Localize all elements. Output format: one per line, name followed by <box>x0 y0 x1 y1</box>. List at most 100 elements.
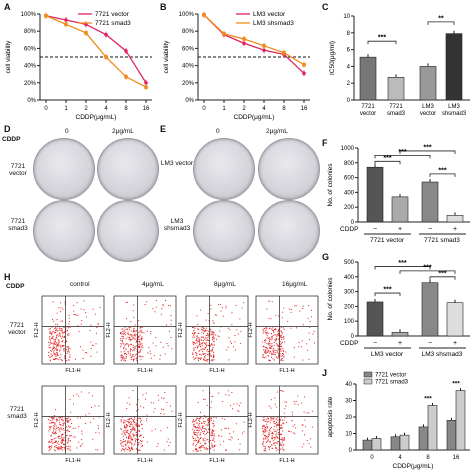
flow-dot <box>225 305 227 307</box>
flow-dot <box>269 422 271 424</box>
y-tick-label: 300 <box>344 290 355 296</box>
flow-dot <box>167 427 169 429</box>
flow-dot <box>171 410 173 412</box>
flow-dot <box>55 330 57 332</box>
flow-dot <box>127 441 129 443</box>
flow-dot <box>127 425 129 427</box>
flow-dot <box>166 441 168 443</box>
flow-dot <box>214 445 216 447</box>
flow-dot <box>140 330 142 332</box>
flow-dot <box>278 357 280 359</box>
flow-dot <box>57 353 59 355</box>
flow-dot <box>67 351 69 353</box>
flow-dot <box>132 350 134 352</box>
flow-dot <box>123 330 125 332</box>
flow-dot <box>140 440 142 442</box>
flow-dot <box>280 448 282 450</box>
y-tick-label: 600 <box>344 176 355 182</box>
significance-label: *** <box>452 381 460 388</box>
flow-dot <box>78 395 80 397</box>
flow-dot <box>144 304 146 306</box>
flow-dot <box>211 332 213 334</box>
flow-dot <box>126 424 128 426</box>
flow-dot <box>136 448 138 450</box>
flow-dot <box>67 346 69 348</box>
flow-dot <box>138 337 140 339</box>
flow-dot <box>68 314 70 316</box>
flow-dot <box>74 427 76 429</box>
legend-swatch <box>363 371 373 378</box>
flow-dot <box>209 328 211 330</box>
flow-dot <box>80 323 82 325</box>
flow-dot <box>134 338 136 340</box>
flow-dot <box>124 331 126 333</box>
flow-dot <box>308 443 310 445</box>
flow-dot <box>270 351 272 353</box>
flow-dot <box>193 349 195 351</box>
flow-dot <box>277 344 279 346</box>
flow-dot <box>55 441 57 443</box>
flow-dot <box>193 430 195 432</box>
flow-dot <box>57 427 59 429</box>
flow-dot <box>50 417 52 419</box>
flow-dot <box>134 330 136 332</box>
flow-dot <box>202 340 204 342</box>
flow-dot <box>271 328 273 330</box>
flow-dot <box>197 427 199 429</box>
flow-dot <box>202 329 204 331</box>
flow-dot <box>202 342 204 344</box>
flow-dot <box>199 446 201 448</box>
flow-dot <box>271 436 273 438</box>
flow-dot <box>306 412 308 414</box>
flow-dot <box>130 430 132 432</box>
flow-dot <box>273 342 275 344</box>
flow-dot <box>164 391 166 393</box>
flow-dot <box>203 431 205 433</box>
y-tick-label: 40 <box>345 382 352 388</box>
flow-dot <box>95 343 97 345</box>
flow-dot <box>92 345 94 347</box>
flow-dot <box>208 420 210 422</box>
flow-dot <box>211 333 213 335</box>
flow-dot <box>133 327 135 329</box>
flow-dot <box>55 337 57 339</box>
flow-dot <box>56 354 58 356</box>
flow-dot <box>263 346 265 348</box>
flow-dot <box>277 350 279 352</box>
data-point <box>64 22 68 27</box>
x-tick-label: shsmad3 <box>442 111 467 117</box>
flow-dot <box>282 349 284 351</box>
flow-dot <box>123 333 125 335</box>
flow-dot <box>203 338 205 340</box>
flow-dot <box>204 342 206 344</box>
flow-dot <box>279 420 281 422</box>
flow-dot <box>212 359 214 361</box>
flow-dot <box>196 342 198 344</box>
flow-dot <box>213 334 215 336</box>
flow-dot <box>229 433 231 435</box>
flow-dot <box>205 338 207 340</box>
flow-dot <box>282 311 284 313</box>
significance-bracket <box>429 173 456 177</box>
flow-dot <box>207 332 209 334</box>
flow-dot <box>200 357 202 359</box>
flow-dot <box>283 350 285 352</box>
flow-dot <box>51 326 53 328</box>
flow-dot <box>120 419 122 421</box>
flow-dot <box>123 347 125 349</box>
flow-dot <box>192 421 194 423</box>
flow-dot <box>54 423 56 425</box>
flow-dot <box>212 426 214 428</box>
flow-dot <box>264 434 266 436</box>
flow-dot <box>193 342 195 344</box>
flow-dot <box>272 418 274 420</box>
flow-dot <box>135 441 137 443</box>
flow-dot <box>198 338 200 340</box>
flow-dot <box>268 300 270 302</box>
flow-dot <box>130 357 132 359</box>
flow-dot <box>200 429 202 431</box>
flow-dot <box>200 445 202 447</box>
flow-dot <box>129 334 131 336</box>
flow-dot <box>68 420 70 422</box>
flow-dot <box>141 337 143 339</box>
